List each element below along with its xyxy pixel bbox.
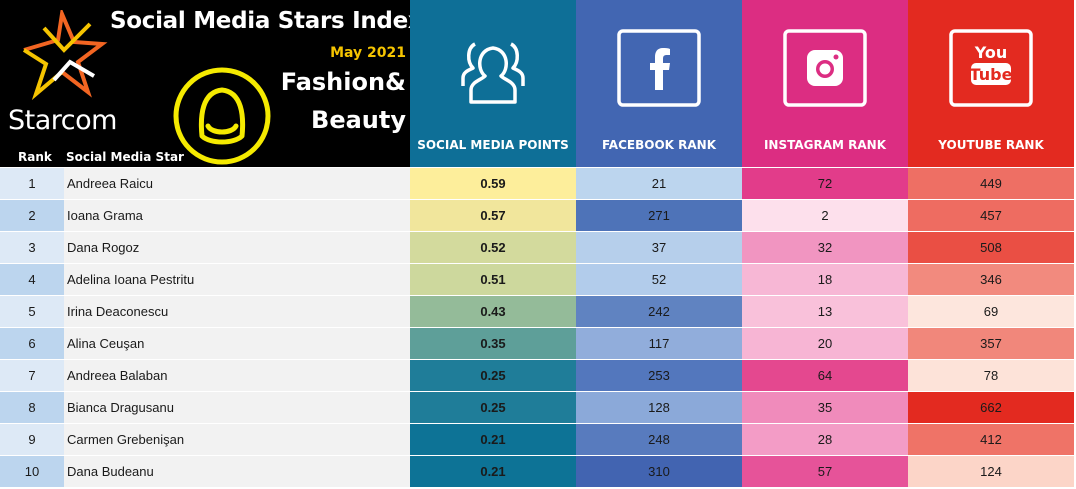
- rank-cell: 4: [0, 264, 64, 295]
- column-header-facebook: FACEBOOK RANK: [576, 0, 742, 167]
- facebook-rank-cell: 37: [576, 232, 742, 263]
- star-name-cell: Adelina Ioana Pestritu: [64, 264, 410, 295]
- table-row: 3 Dana Rogoz 0.52 37 32 508: [0, 231, 1076, 263]
- points-cell: 0.25: [410, 360, 576, 391]
- points-cell: 0.57: [410, 200, 576, 231]
- starcom-star-logo: [22, 10, 108, 101]
- star-name-cell: Ioana Grama: [64, 200, 410, 231]
- table-row: 10 Dana Budeanu 0.21 310 57 124: [0, 455, 1076, 487]
- instagram-rank-cell: 20: [742, 328, 908, 359]
- table-row: 4 Adelina Ioana Pestritu 0.51 52 18 346: [0, 263, 1076, 295]
- star-name-cell: Dana Budeanu: [64, 456, 410, 487]
- star-name-cell: Carmen Grebenişan: [64, 424, 410, 455]
- facebook-rank-cell: 253: [576, 360, 742, 391]
- rank-cell: 2: [0, 200, 64, 231]
- instagram-rank-cell: 28: [742, 424, 908, 455]
- instagram-rank-cell: 13: [742, 296, 908, 327]
- points-cell: 0.21: [410, 424, 576, 455]
- points-cell: 0.52: [410, 232, 576, 263]
- instagram-rank-cell: 57: [742, 456, 908, 487]
- rank-cell: 3: [0, 232, 64, 263]
- points-cell: 0.43: [410, 296, 576, 327]
- table-row: 5 Irina Deaconescu 0.43 242 13 69: [0, 295, 1076, 327]
- table-row: 9 Carmen Grebenişan 0.21 248 28 412: [0, 423, 1076, 455]
- youtube-rank-cell: 78: [908, 360, 1074, 391]
- ranking-table-body: 1 Andreea Raicu 0.59 21 72 449 2 Ioana Grama 0.5…: [0, 167, 1076, 487]
- table-row: 6 Alina Ceuşan 0.35 117 20 357: [0, 327, 1076, 359]
- youtube-rank-cell: 357: [908, 328, 1074, 359]
- rank-cell: 1: [0, 168, 64, 199]
- column-header-rank: Rank: [18, 150, 52, 164]
- youtube-rank-cell: 69: [908, 296, 1074, 327]
- rank-cell: 6: [0, 328, 64, 359]
- star-name-cell: Andreea Balaban: [64, 360, 410, 391]
- facebook-rank-cell: 271: [576, 200, 742, 231]
- instagram-rank-cell: 2: [742, 200, 908, 231]
- facebook-rank-cell: 52: [576, 264, 742, 295]
- instagram-icon: [783, 29, 867, 107]
- table-row: 7 Andreea Balaban 0.25 253 64 78: [0, 359, 1076, 391]
- star-name-cell: Irina Deaconescu: [64, 296, 410, 327]
- facebook-rank-cell: 117: [576, 328, 742, 359]
- facebook-rank-cell: 21: [576, 168, 742, 199]
- youtube-rank-cell: 449: [908, 168, 1074, 199]
- youtube-rank-cell: 124: [908, 456, 1074, 487]
- youtube-icon-text-bottom: Tube: [970, 65, 1013, 84]
- star-name-cell: Bianca Dragusanu: [64, 392, 410, 423]
- youtube-rank-cell: 662: [908, 392, 1074, 423]
- star-name-cell: Alina Ceuşan: [64, 328, 410, 359]
- facebook-column-label: FACEBOOK RANK: [601, 138, 716, 152]
- instagram-rank-cell: 64: [742, 360, 908, 391]
- youtube-icon-text-top: You: [974, 43, 1008, 62]
- facebook-rank-cell: 128: [576, 392, 742, 423]
- header-banner: Social Media Stars Index May 2021 Fashio…: [0, 0, 410, 167]
- brand-name: Starcom: [8, 105, 117, 136]
- report-date: May 2021: [330, 45, 406, 61]
- instagram-column-label: INSTAGRAM RANK: [763, 138, 887, 152]
- points-cell: 0.25: [410, 392, 576, 423]
- rank-cell: 7: [0, 360, 64, 391]
- column-header-star: Social Media Star: [66, 150, 184, 164]
- table-row: 8 Bianca Dragusanu 0.25 128 35 662: [0, 391, 1076, 423]
- youtube-rank-cell: 508: [908, 232, 1074, 263]
- instagram-rank-cell: 72: [742, 168, 908, 199]
- youtube-column-label: YOUTUBE RANK: [938, 138, 1044, 152]
- column-header-youtube: You Tube YOUTUBE RANK: [908, 0, 1074, 167]
- facebook-rank-cell: 248: [576, 424, 742, 455]
- table-row: 2 Ioana Grama 0.57 271 2 457: [0, 199, 1076, 231]
- category-title-line1: Fashion&: [280, 68, 406, 96]
- rank-cell: 9: [0, 424, 64, 455]
- instagram-rank-cell: 35: [742, 392, 908, 423]
- youtube-rank-cell: 457: [908, 200, 1074, 231]
- avatar-icon: [173, 67, 271, 165]
- instagram-rank-cell: 18: [742, 264, 908, 295]
- column-header-instagram: INSTAGRAM RANK: [742, 0, 908, 167]
- table-row: 1 Andreea Raicu 0.59 21 72 449: [0, 167, 1076, 199]
- rank-cell: 10: [0, 456, 64, 487]
- points-cell: 0.51: [410, 264, 576, 295]
- points-cell: 0.59: [410, 168, 576, 199]
- rank-cell: 5: [0, 296, 64, 327]
- star-name-cell: Dana Rogoz: [64, 232, 410, 263]
- facebook-rank-cell: 242: [576, 296, 742, 327]
- youtube-icon: You Tube: [949, 29, 1033, 107]
- youtube-rank-cell: 412: [908, 424, 1074, 455]
- points-cell: 0.21: [410, 456, 576, 487]
- facebook-icon: [617, 29, 701, 107]
- points-column-label: SOCIAL MEDIA POINTS: [417, 138, 569, 152]
- points-cell: 0.35: [410, 328, 576, 359]
- youtube-rank-cell: 346: [908, 264, 1074, 295]
- star-name-cell: Andreea Raicu: [64, 168, 410, 199]
- rank-cell: 8: [0, 392, 64, 423]
- users-icon: [461, 42, 525, 104]
- category-title-line2: Beauty: [311, 106, 406, 134]
- instagram-rank-cell: 32: [742, 232, 908, 263]
- page-title: Social Media Stars Index: [110, 8, 410, 34]
- facebook-rank-cell: 310: [576, 456, 742, 487]
- column-header-points: SOCIAL MEDIA POINTS: [410, 0, 576, 167]
